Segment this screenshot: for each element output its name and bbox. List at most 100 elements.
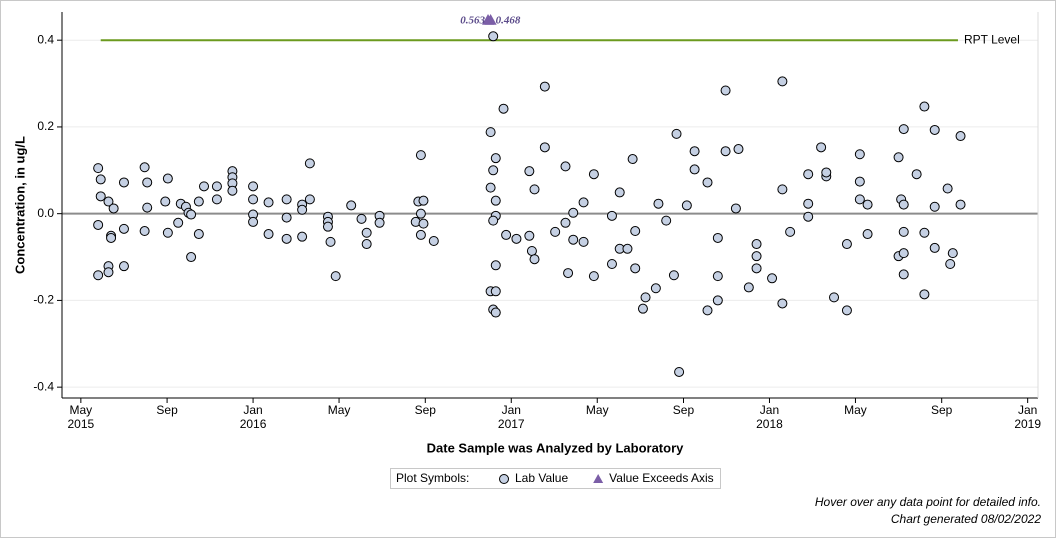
data-point: [490, 153, 501, 164]
data-point: [702, 305, 713, 316]
data-point: [653, 198, 664, 209]
data-point: [893, 152, 904, 163]
data-point: [511, 233, 522, 244]
legend-label: Lab Value: [515, 471, 568, 485]
data-point: [211, 194, 222, 205]
data-point: [193, 229, 204, 240]
legend-title: Plot Symbols:: [396, 471, 469, 485]
data-point: [193, 196, 204, 207]
data-point: [142, 202, 153, 213]
data-point: [898, 248, 909, 259]
data-point: [529, 254, 540, 265]
data-point: [640, 292, 651, 303]
data-point: [415, 208, 426, 219]
data-point: [346, 200, 357, 211]
data-point: [361, 239, 372, 250]
data-point: [661, 215, 672, 226]
x-tick-label: Jan 2019: [1014, 403, 1041, 431]
data-point: [139, 226, 150, 237]
legend-box: [390, 468, 721, 489]
x-tick-label: May: [586, 403, 609, 417]
data-point: [524, 230, 535, 241]
data-point: [297, 204, 308, 215]
data-point: [767, 273, 778, 284]
data-point: [199, 181, 210, 192]
data-point: [526, 245, 537, 256]
legend-marker: [593, 474, 604, 483]
data-point: [539, 81, 550, 92]
note: Chart generated 08/02/2022: [891, 512, 1041, 526]
data-point: [103, 196, 114, 207]
data-point: [415, 150, 426, 161]
data-point: [418, 218, 429, 229]
data-point: [650, 283, 661, 294]
data-point: [186, 252, 197, 263]
data-point: [821, 167, 832, 178]
data-point: [281, 233, 292, 244]
data-point: [550, 226, 561, 237]
x-tick-label: May: [328, 403, 351, 417]
data-point: [563, 268, 574, 279]
exceed-marker: [484, 14, 497, 25]
data-point: [568, 207, 579, 218]
data-point: [106, 232, 117, 243]
data-point: [281, 194, 292, 205]
data-point: [803, 211, 814, 222]
data-point: [929, 201, 940, 212]
data-point: [108, 203, 119, 214]
data-point: [689, 164, 700, 175]
data-point: [488, 165, 499, 176]
data-point: [529, 184, 540, 195]
x-tick-label: May 2015: [67, 403, 94, 431]
data-point: [485, 182, 496, 193]
data-point: [919, 289, 930, 300]
data-point: [95, 191, 106, 202]
y-tick-label: 0.2: [37, 119, 54, 133]
data-point: [816, 142, 827, 153]
data-point: [803, 198, 814, 209]
data-point: [118, 261, 129, 272]
data-point: [142, 177, 153, 188]
data-point: [733, 144, 744, 155]
data-point: [751, 251, 762, 262]
data-point: [118, 223, 129, 234]
data-point: [211, 181, 222, 192]
data-point: [898, 124, 909, 135]
data-point: [751, 263, 762, 274]
data-point: [854, 149, 865, 160]
x-tick-label: Sep: [156, 403, 178, 417]
data-point: [415, 229, 426, 240]
data-point: [955, 131, 966, 142]
data-point: [374, 217, 385, 228]
data-point: [841, 305, 852, 316]
data-point: [630, 263, 641, 274]
legend-label: Value Exceeds Axis: [609, 471, 714, 485]
data-point: [720, 85, 731, 96]
data-point: [263, 229, 274, 240]
data-point: [751, 239, 762, 250]
data-point: [862, 229, 873, 240]
y-tick-label: 0.4: [37, 32, 54, 46]
data-point: [488, 31, 499, 42]
data-point: [160, 196, 171, 207]
legend-marker: [499, 474, 509, 484]
data-point: [93, 219, 104, 230]
x-axis-title: Date Sample was Analyzed by Laboratory: [427, 440, 684, 455]
rpt-level-label: RPT Level: [964, 32, 1020, 46]
data-point: [841, 239, 852, 250]
x-tick-label: Sep: [931, 403, 953, 417]
data-point: [103, 267, 114, 278]
data-point: [281, 212, 292, 223]
data-point: [712, 271, 723, 282]
data-point: [330, 271, 341, 282]
data-point: [681, 200, 692, 211]
data-point: [263, 197, 274, 208]
data-point: [627, 154, 638, 165]
data-point: [588, 169, 599, 180]
data-point: [490, 286, 501, 297]
data-point: [428, 235, 439, 246]
y-tick-label: -0.4: [33, 379, 54, 393]
data-point: [785, 226, 796, 237]
x-tick-label: Jan 2016: [240, 403, 267, 431]
data-point: [929, 124, 940, 135]
